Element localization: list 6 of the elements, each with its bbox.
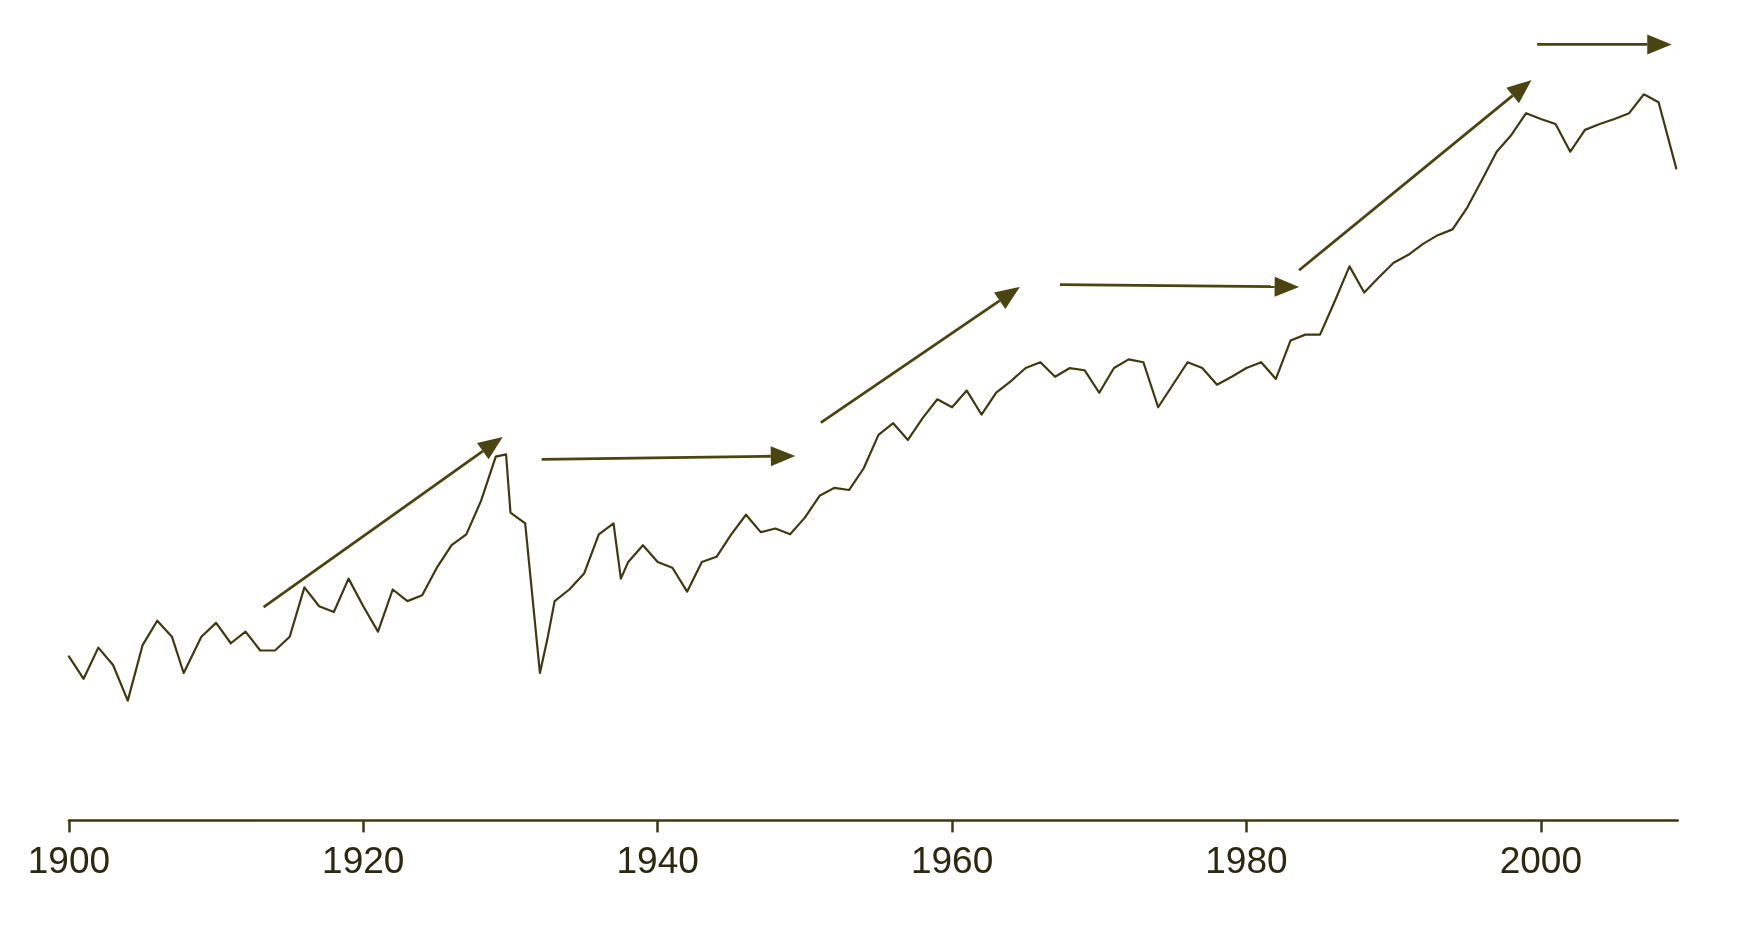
x-tick-label: 1900: [27, 840, 111, 882]
x-tick-label: 2000: [1499, 840, 1582, 882]
x-tick-label: 1920: [322, 840, 405, 882]
x-tick-label: 1980: [1205, 840, 1288, 882]
x-tick-label: 1940: [616, 840, 699, 882]
x-tick-label: 1960: [910, 840, 994, 882]
